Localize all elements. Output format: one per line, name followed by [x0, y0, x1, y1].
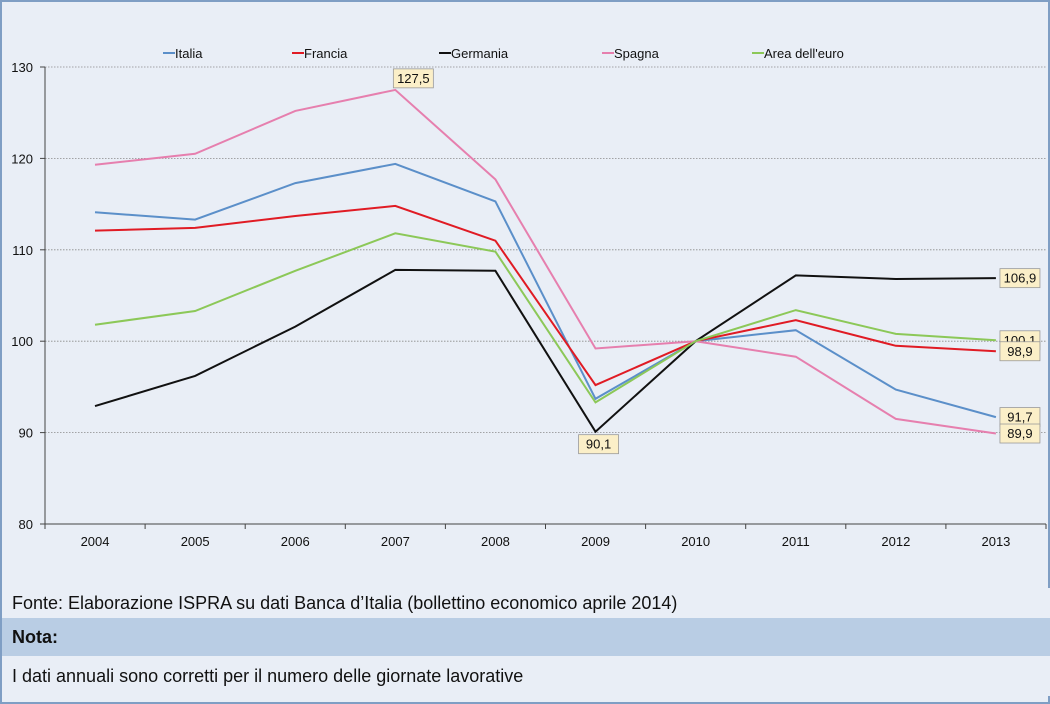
series-lines: [94, 88, 997, 435]
x-tick-label: 2011: [782, 534, 810, 549]
series-line-francia: [94, 204, 996, 387]
data-label: 98,9: [999, 341, 1041, 362]
y-tick-label: 100: [11, 334, 33, 349]
data-label: 127,5: [392, 68, 434, 89]
axes: 80 90 100 110 120 130 2004 2005 2006 2007 2008 2009…: [11, 60, 1047, 549]
x-tick-label: 2010: [681, 534, 710, 549]
data-label-text: 89,9: [1007, 426, 1032, 441]
x-tick-label: 2013: [981, 534, 1010, 549]
x-tick-label: 2008: [481, 534, 510, 549]
y-tick-label: 90: [19, 426, 33, 441]
legend-label: Francia: [304, 46, 348, 61]
series-line-area-dell-euro: [94, 232, 996, 404]
legend: Italia Francia Germania Spagna Area dell'eur…: [163, 46, 844, 61]
data-label-text: 90,1: [586, 437, 611, 452]
data-label-box: [999, 423, 1041, 444]
x-tick-label: 2007: [381, 534, 410, 549]
x-tick-label: 2004: [81, 534, 110, 549]
data-label-box: [392, 68, 434, 89]
data-label-text: 106,9: [1004, 271, 1037, 286]
legend-label: Area dell'euro: [764, 46, 844, 61]
y-tick-label: 110: [12, 243, 33, 258]
data-label: 90,1: [578, 434, 619, 455]
x-tick-label: 2006: [281, 534, 310, 549]
series-line-italia: [94, 162, 997, 419]
source-note: Fonte: Elaborazione ISPRA su dati Banca …: [2, 588, 1050, 618]
data-label-box: [999, 341, 1041, 362]
note-text: I dati annuali sono corretti per il nume…: [2, 656, 1050, 696]
data-label: 106,9: [999, 268, 1041, 289]
data-label-text: 127,5: [397, 71, 430, 86]
y-tick-label: 120: [11, 151, 33, 166]
legend-label: Spagna: [614, 46, 660, 61]
y-tick-label: 80: [19, 517, 33, 532]
note-title: Nota:: [2, 618, 1050, 656]
x-tick-label: 2012: [881, 534, 910, 549]
y-tick-label: 130: [11, 60, 33, 75]
legend-label: Italia: [175, 46, 203, 61]
x-tick-label: 2009: [581, 534, 610, 549]
data-label-box: [999, 268, 1041, 289]
data-label-box: [578, 434, 619, 455]
x-tick-label: 2005: [181, 534, 210, 549]
line-chart: 80 90 100 110 120 130 2004 2005 2006 2007 2008 2009…: [11, 46, 1047, 549]
series-line-spagna: [94, 88, 997, 435]
data-label-text: 98,9: [1007, 344, 1032, 359]
series-line-germania: [94, 268, 996, 434]
data-label-text: 91,7: [1007, 410, 1032, 425]
legend-label: Germania: [451, 46, 509, 61]
grid-lines: [45, 66, 1046, 434]
data-label: 89,9: [999, 423, 1041, 444]
